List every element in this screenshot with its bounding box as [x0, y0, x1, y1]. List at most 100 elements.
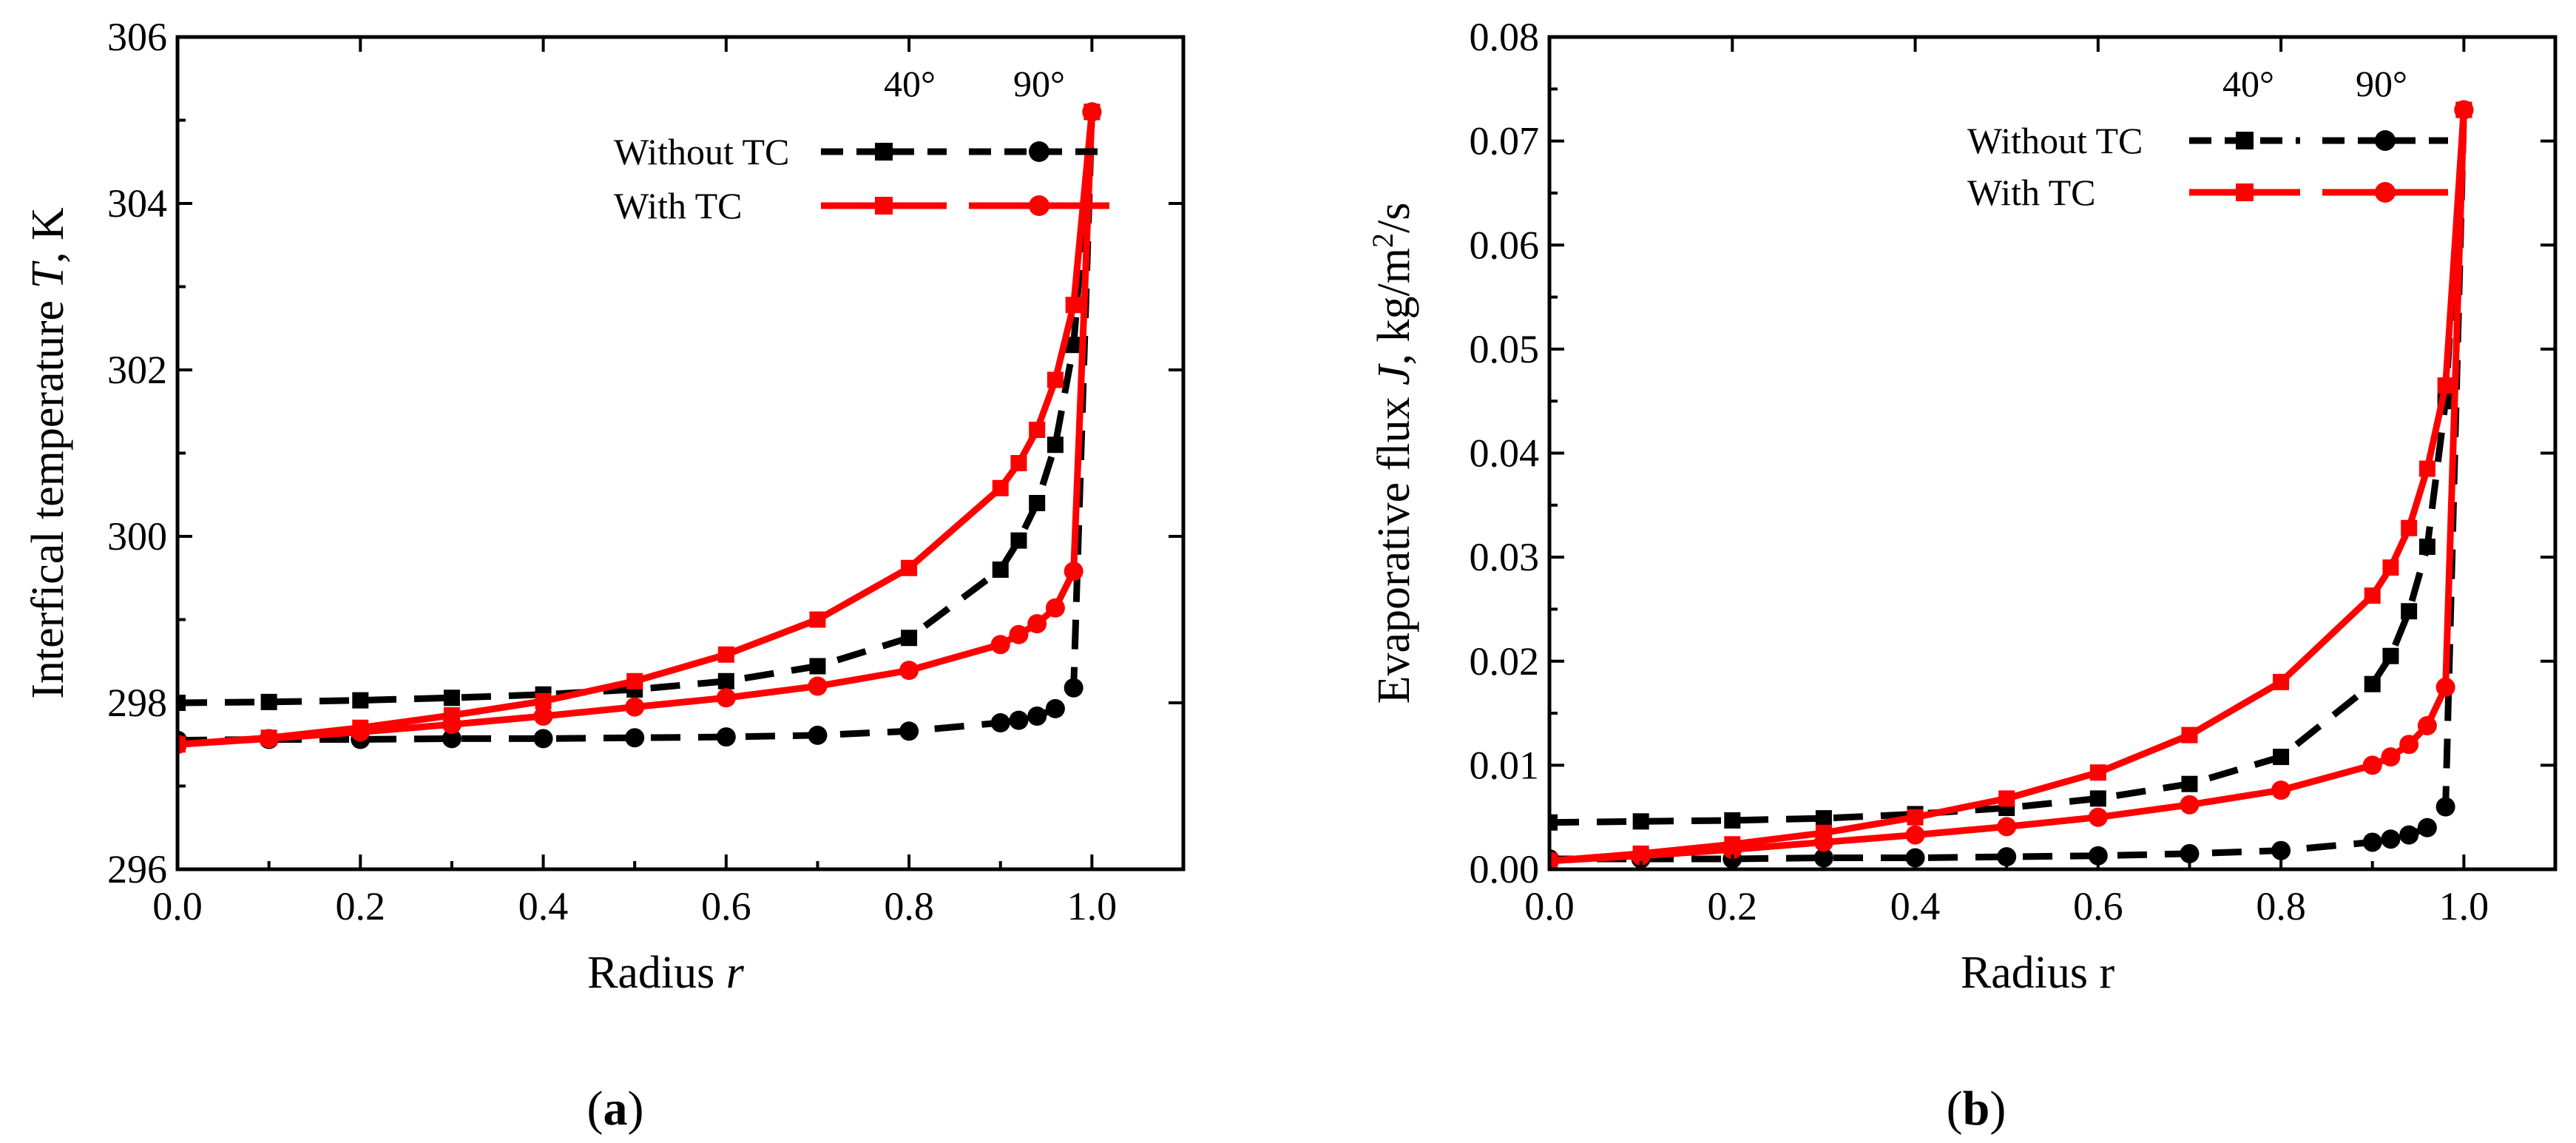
- data-point: [2381, 747, 2401, 767]
- data-point: [351, 722, 371, 742]
- data-point: [1047, 436, 1064, 454]
- data-point: [2271, 780, 2291, 800]
- data-point: [990, 635, 1010, 655]
- y-tick-label: 0.03: [1470, 535, 1540, 579]
- data-point: [1723, 840, 1742, 860]
- data-point: [443, 689, 460, 707]
- data-point: [533, 729, 553, 749]
- legend: 40° 90° Without TC With TC: [614, 63, 1109, 226]
- data-point: [1724, 812, 1741, 829]
- data-point: [990, 713, 1010, 732]
- chart-panel-a: 0.0 0.2 0.4 0.6 0.8 1.0 296 298 300 302 304 306 Radi…: [23, 15, 1186, 1136]
- y-tick-label: 0.06: [1470, 223, 1540, 267]
- legend-row-label: With TC: [1967, 172, 2095, 213]
- data-point: [2417, 715, 2437, 735]
- data-point: [1029, 495, 1046, 511]
- legend-angle-label: 90°: [1013, 63, 1065, 104]
- legend-angle-label: 90°: [2356, 63, 2407, 104]
- data-point: [1029, 422, 1046, 438]
- data-point: [625, 697, 645, 717]
- data-point: [1549, 814, 1558, 831]
- chart-panel-b: 0.0 0.2 0.4 0.6 0.8 1.0 0.00 0.01 0.02 0.03 0.04 0.…: [1366, 15, 2558, 1136]
- data-point: [2401, 603, 2418, 620]
- data-point: [808, 676, 828, 696]
- data-point: [1813, 848, 1833, 868]
- y-tick-label: 0.07: [1470, 119, 1540, 163]
- x-tick-label: 1.0: [1067, 884, 1118, 928]
- data-point: [533, 707, 553, 726]
- data-point: [2362, 832, 2382, 852]
- x-tick-label: 0.8: [884, 884, 934, 928]
- data-point: [809, 611, 826, 628]
- data-point: [1905, 825, 1925, 845]
- data-point: [2435, 677, 2455, 697]
- data-point: [2273, 749, 2290, 766]
- data-point: [2437, 377, 2454, 394]
- x-tick-label: 0.8: [2256, 884, 2306, 928]
- data-point: [992, 562, 1009, 578]
- data-point: [899, 661, 919, 681]
- data-point: [2418, 539, 2435, 556]
- legend-marker: [875, 143, 893, 161]
- data-point: [1064, 678, 1084, 698]
- y-tick-label: 0.04: [1470, 431, 1540, 476]
- data-point: [1813, 832, 1833, 852]
- data-point: [1998, 790, 2015, 807]
- legend-row-label: With TC: [614, 185, 742, 226]
- data-point: [2401, 519, 2418, 536]
- x-tick-label: 0.2: [336, 884, 386, 928]
- series-line: [1549, 109, 2467, 826]
- data-point: [2364, 675, 2381, 692]
- data-point: [442, 715, 462, 735]
- data-point: [2273, 673, 2290, 690]
- y-tick-label: 296: [107, 847, 167, 891]
- data-point: [1065, 337, 1082, 354]
- data-point: [2181, 726, 2198, 744]
- data-point: [1815, 810, 1832, 827]
- legend-angle-label: 40°: [2222, 63, 2274, 104]
- data-point: [2364, 587, 2381, 604]
- y-tick-label: 302: [107, 348, 167, 392]
- legend-angle-label: 40°: [884, 63, 936, 104]
- y-tick-label: 0.05: [1470, 327, 1540, 371]
- y-tick-label: 306: [107, 15, 167, 59]
- data-point: [625, 728, 645, 748]
- data-point: [2181, 775, 2198, 792]
- data-point: [2435, 797, 2455, 817]
- x-tick-label: 0.4: [1890, 884, 1941, 928]
- x-axis-label: Radius r: [587, 948, 745, 998]
- data-point: [2362, 755, 2382, 775]
- data-point: [2417, 817, 2437, 837]
- x-tick-label: 0.2: [1708, 884, 1758, 928]
- y-tick-label: 298: [107, 681, 167, 725]
- series-with-tc-90-: [178, 102, 1102, 755]
- data-point: [717, 646, 734, 663]
- x-tick-label: 0.6: [2073, 884, 2123, 928]
- legend: 40° 90° Without TC With TC: [1967, 63, 2448, 213]
- data-point: [2399, 735, 2419, 755]
- data-point: [260, 693, 277, 710]
- data-point: [352, 692, 369, 709]
- y-tick-label: 0.00: [1470, 847, 1540, 891]
- y-tick-label: 304: [107, 181, 167, 226]
- series-with-tc-40-: [1549, 101, 2472, 869]
- legend-marker: [875, 197, 893, 215]
- data-point: [1064, 562, 1084, 581]
- data-point: [2088, 807, 2108, 827]
- x-tick-label: 0.0: [1524, 884, 1575, 928]
- data-point: [1009, 624, 1029, 644]
- data-point: [1549, 851, 1559, 869]
- data-point: [1010, 455, 1027, 471]
- data-point: [1632, 813, 1649, 830]
- data-point: [2180, 795, 2200, 815]
- data-point: [716, 727, 736, 747]
- data-point: [1065, 297, 1082, 314]
- legend-marker: [1029, 141, 1049, 162]
- y-tick-label: 0.08: [1470, 15, 1540, 59]
- data-point: [1047, 371, 1064, 388]
- data-point: [535, 692, 552, 709]
- data-point: [901, 630, 918, 647]
- data-point: [1082, 102, 1102, 122]
- data-point: [901, 559, 918, 576]
- y-tick-label: 0.01: [1470, 743, 1540, 787]
